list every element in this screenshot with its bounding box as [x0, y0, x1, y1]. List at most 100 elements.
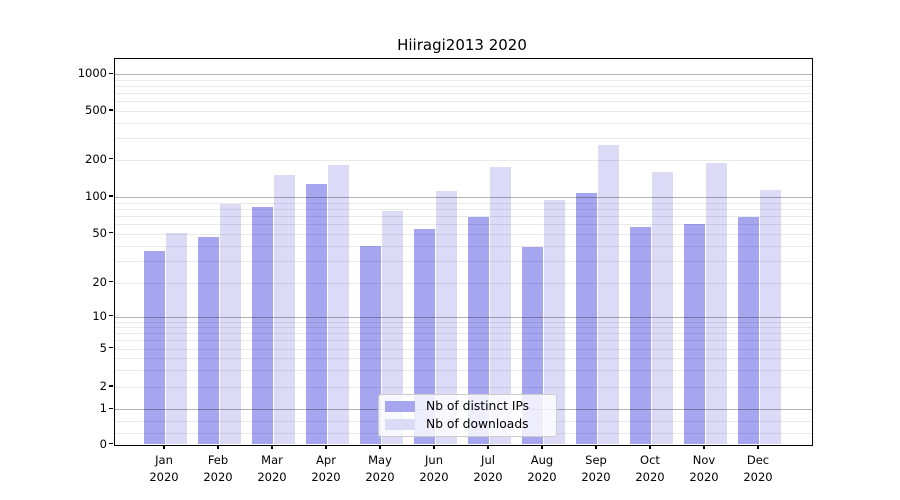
- x-tick-label-year: 2020: [257, 470, 287, 484]
- x-tick-mark-feb: [217, 444, 219, 449]
- bar-apr-downloads: [327, 165, 349, 445]
- plot-area: [113, 58, 813, 446]
- bar-jan-downloads: [165, 232, 187, 445]
- gridline-y-300: [114, 138, 812, 140]
- y-tick-mark-200: [109, 158, 113, 160]
- bar-jul-downloads: [489, 166, 511, 445]
- legend-item-downloads: Nb of downloads: [379, 417, 556, 432]
- x-tick-label-jul: Jul 2020: [461, 452, 515, 486]
- y-tick-label-500: 500: [85, 103, 107, 117]
- x-tick-label-year: 2020: [149, 470, 179, 484]
- bar-may-downloads: [381, 210, 403, 445]
- x-tick-label-year: 2020: [581, 470, 611, 484]
- y-tick-label-2: 2: [99, 379, 107, 393]
- x-tick-label-year: 2020: [527, 470, 557, 484]
- x-tick-mark-oct: [649, 444, 651, 449]
- y-tick-mark-20: [109, 280, 113, 283]
- gridline-y-1000: [114, 74, 812, 76]
- x-tick-mark-jun: [433, 444, 435, 449]
- bar-mar-downloads: [273, 175, 295, 445]
- bar-dec-downloads: [759, 190, 781, 445]
- legend-label-downloads: Nb of downloads: [426, 417, 529, 431]
- legend: Nb of distinct IPs Nb of downloads: [378, 394, 557, 437]
- gridline-y-400: [114, 122, 812, 124]
- x-tick-label-feb: Feb 2020: [191, 452, 245, 486]
- bar-oct-distinct-ips: [629, 226, 651, 445]
- x-tick-label-apr: Apr 2020: [299, 452, 353, 486]
- x-tick-mark-dec: [757, 444, 759, 449]
- bar-apr-distinct-ips: [305, 183, 327, 445]
- x-tick-label-year: 2020: [743, 470, 773, 484]
- x-tick-label-year: 2020: [419, 470, 449, 484]
- y-tick-mark-2: [109, 385, 113, 387]
- gridline-y-500: [114, 111, 812, 112]
- x-tick-label-jan: Jan 2020: [137, 452, 191, 486]
- legend-item-distinct-ips: Nb of distinct IPs: [379, 399, 556, 414]
- bar-jun-downloads: [435, 190, 457, 445]
- bar-feb-distinct-ips: [197, 237, 219, 445]
- x-tick-mark-may: [379, 444, 381, 449]
- y-tick-label-10: 10: [92, 308, 107, 323]
- x-tick-label-may: May 2020: [353, 452, 407, 486]
- x-tick-label-jun: Jun 2020: [407, 452, 461, 486]
- bar-feb-downloads: [219, 204, 241, 445]
- y-tick-mark-500: [109, 109, 113, 111]
- x-tick-mark-jan: [163, 444, 165, 449]
- x-tick-label-year: 2020: [365, 470, 395, 484]
- y-tick-mark-1000: [109, 72, 113, 74]
- x-tick-label-oct: Oct 2020: [623, 452, 677, 486]
- gridline-y-700: [114, 93, 812, 95]
- x-tick-mark-aug: [541, 444, 543, 449]
- y-tick-label-50: 50: [92, 225, 107, 240]
- bar-mar-distinct-ips: [251, 206, 273, 445]
- bar-nov-downloads: [705, 163, 727, 445]
- bar-nov-distinct-ips: [683, 224, 705, 445]
- bar-sep-downloads: [597, 145, 619, 445]
- bar-oct-downloads: [651, 171, 673, 445]
- x-tick-mark-apr: [325, 444, 327, 449]
- x-tick-label-dec: Dec 2020: [731, 452, 785, 486]
- y-tick-mark-100: [109, 195, 113, 197]
- y-tick-mark-10: [109, 315, 113, 317]
- y-tick-label-20: 20: [92, 274, 107, 289]
- y-tick-label-5: 5: [99, 340, 107, 355]
- bar-aug-downloads: [543, 200, 565, 445]
- y-tick-label-100: 100: [85, 189, 107, 203]
- chart-title: Hiiragi2013 2020: [397, 36, 527, 54]
- gridline-y-600: [114, 101, 812, 103]
- legend-label-distinct-ips: Nb of distinct IPs: [426, 399, 530, 413]
- bar-sep-distinct-ips: [575, 193, 597, 445]
- legend-swatch-distinct-ips: [385, 401, 415, 412]
- gridline-y-800: [114, 86, 812, 88]
- y-tick-mark-0: [109, 442, 113, 445]
- x-tick-label-year: 2020: [635, 470, 665, 484]
- y-tick-label-1000: 1000: [77, 66, 107, 81]
- legend-swatch-downloads: [385, 419, 415, 430]
- x-tick-label-nov: Nov 2020: [677, 452, 731, 486]
- y-tick-label-200: 200: [85, 151, 107, 166]
- x-tick-mark-mar: [271, 444, 273, 449]
- y-tick-mark-1: [109, 407, 113, 409]
- x-tick-mark-sep: [595, 444, 597, 449]
- x-tick-mark-jul: [487, 444, 489, 449]
- x-tick-label-year: 2020: [311, 470, 341, 484]
- x-tick-label-year: 2020: [689, 470, 719, 484]
- y-tick-mark-50: [109, 232, 113, 234]
- x-tick-label-sep: Sep 2020: [569, 452, 623, 486]
- bar-jun-distinct-ips: [413, 228, 435, 445]
- x-tick-label-year: 2020: [203, 470, 233, 484]
- y-tick-mark-5: [109, 346, 113, 349]
- gridline-y-900: [114, 79, 812, 81]
- gridline-y-200: [114, 159, 812, 161]
- bar-jul-distinct-ips: [467, 216, 489, 445]
- bar-jan-distinct-ips: [143, 251, 165, 445]
- bar-may-distinct-ips: [359, 245, 381, 445]
- y-tick-label-0: 0: [99, 436, 107, 451]
- x-tick-label-mar: Mar 2020: [245, 452, 299, 486]
- bar-dec-distinct-ips: [737, 216, 759, 445]
- y-tick-label-1: 1: [99, 401, 107, 416]
- x-tick-label-year: 2020: [473, 470, 503, 484]
- x-tick-label-aug: Aug 2020: [515, 452, 569, 486]
- x-tick-mark-nov: [703, 444, 705, 449]
